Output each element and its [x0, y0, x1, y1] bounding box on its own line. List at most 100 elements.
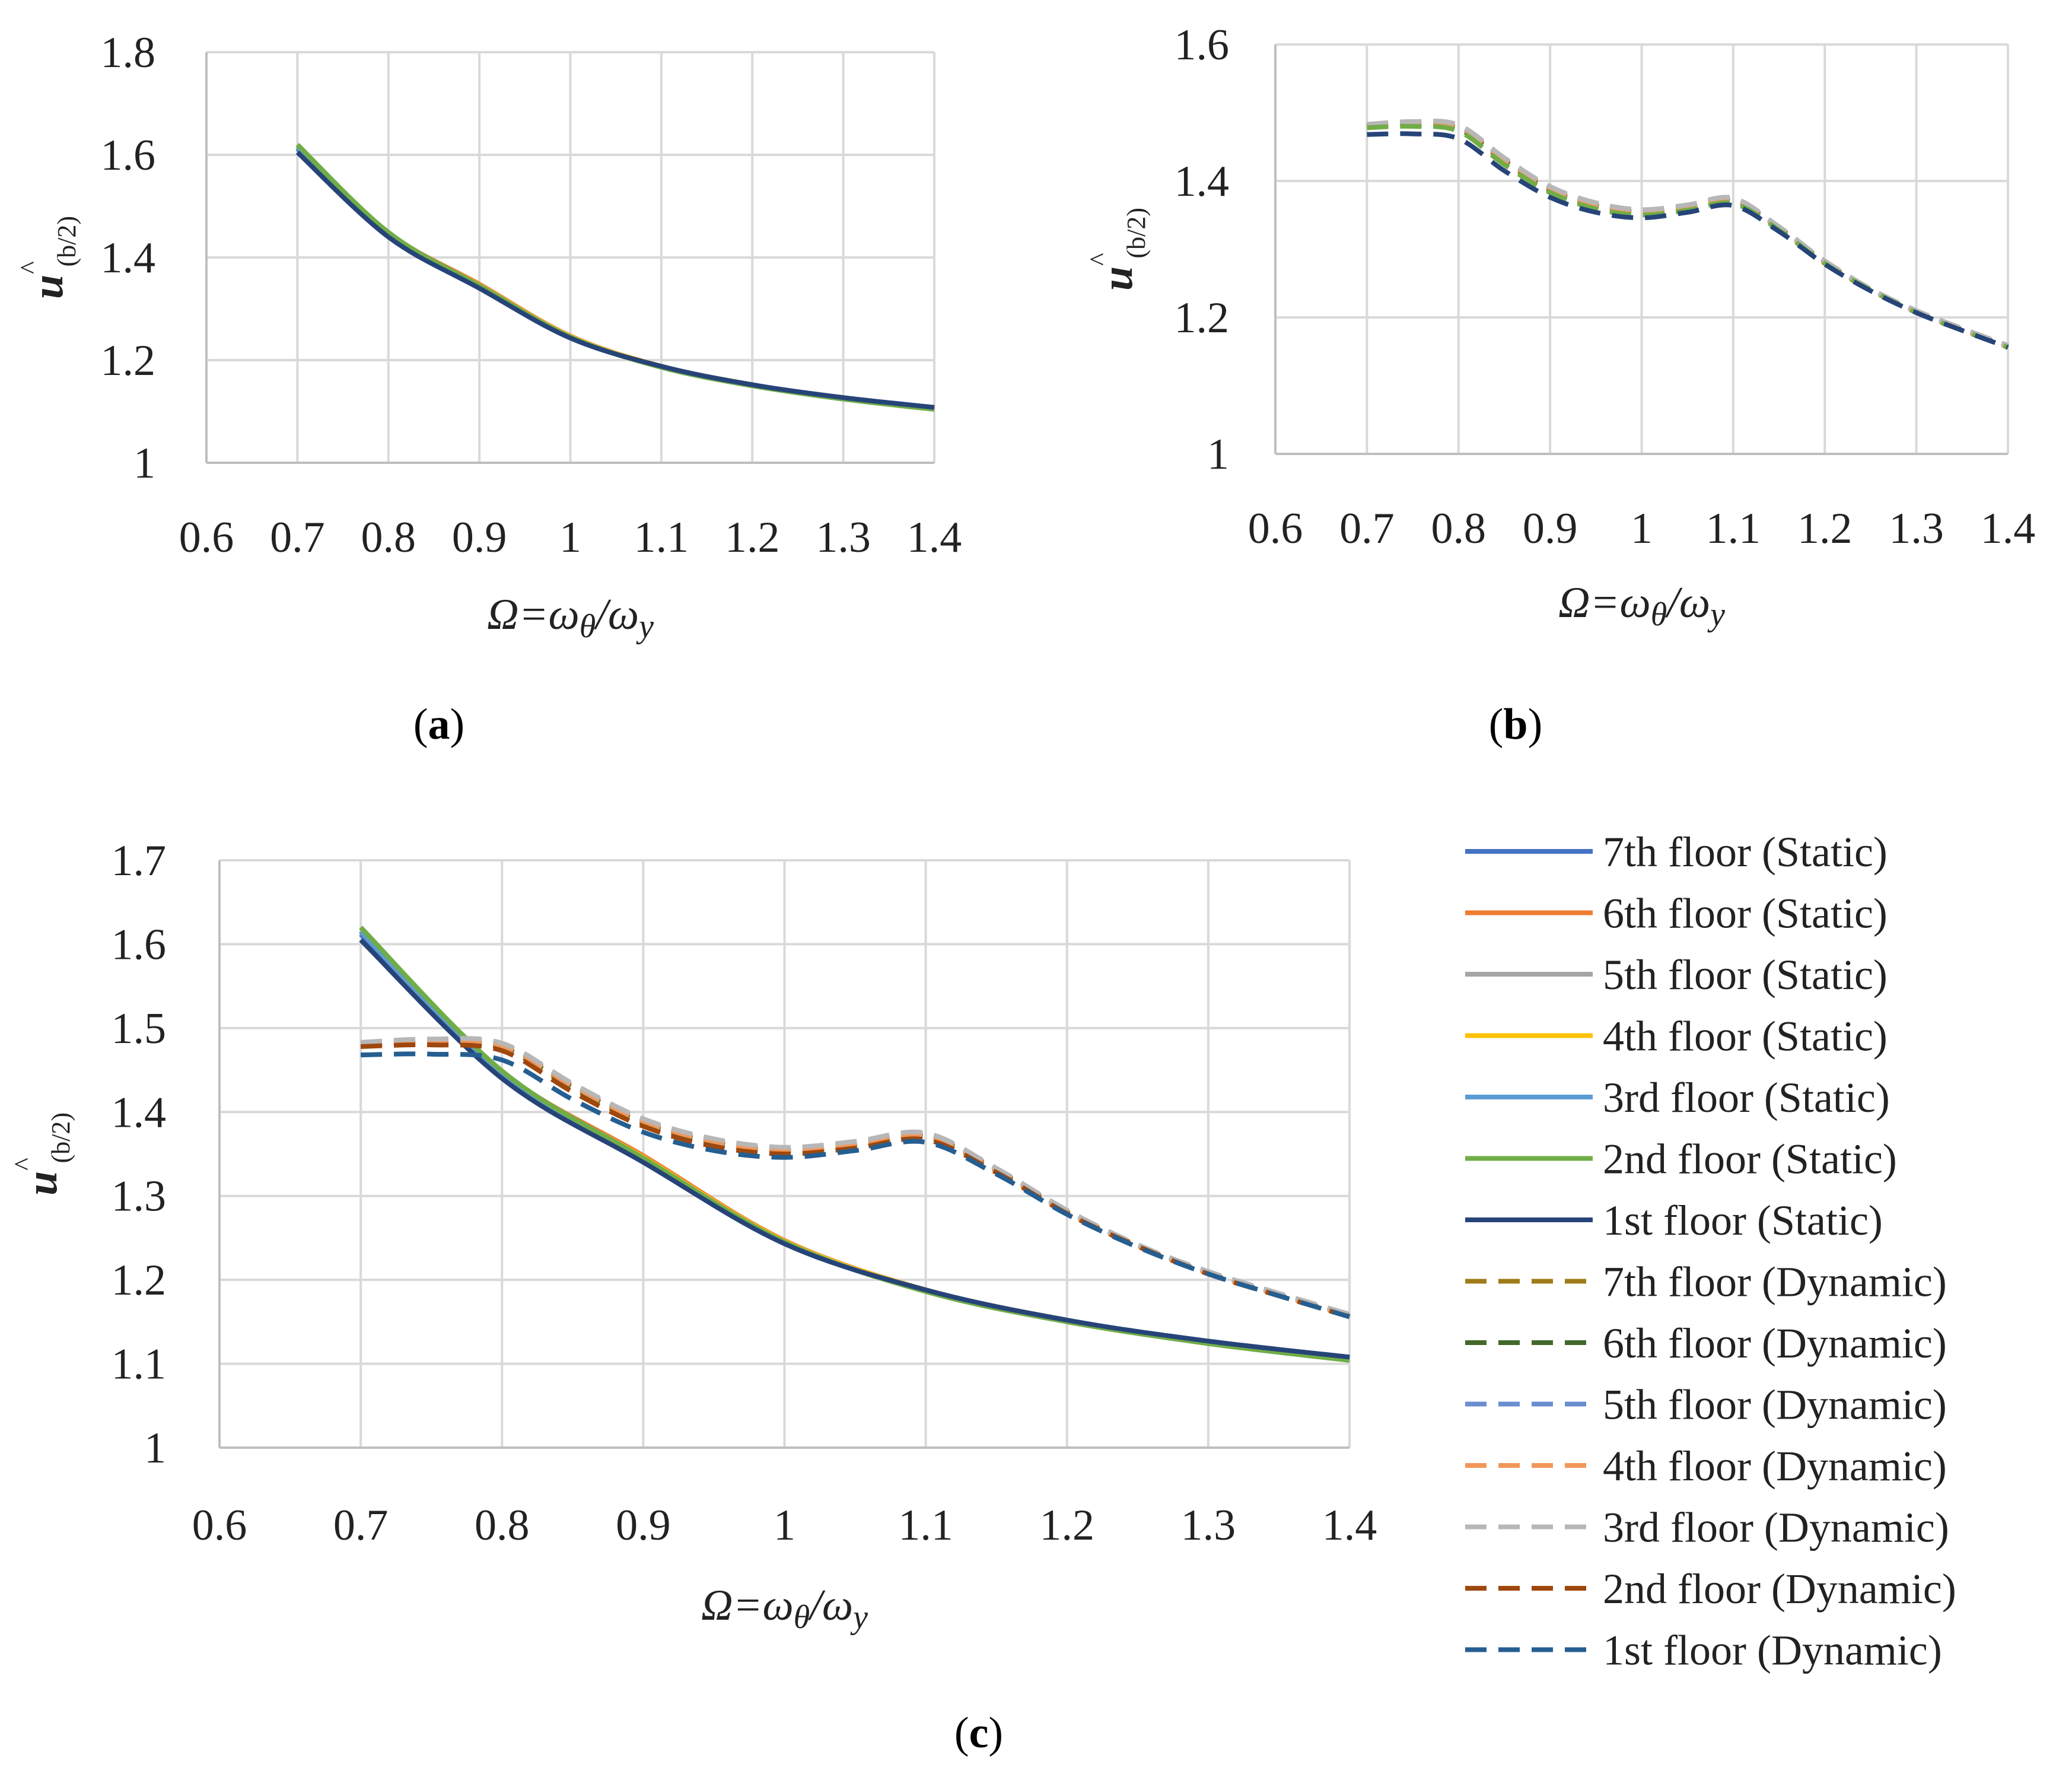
series-line-1st-floor-static [359, 938, 1350, 1360]
legend-label: 6th floor (Dynamic) [1603, 1320, 1947, 1367]
legend-item: 6th floor (Static) [1465, 890, 1888, 937]
x-tick-label: 1.4 [1322, 1501, 1377, 1550]
legend-item: 7th floor (Dynamic) [1465, 1258, 1947, 1306]
x-tick-label: 1.4 [1981, 504, 2036, 553]
x-label-subscript: y [1707, 596, 1725, 633]
y-axis-label: u^ (b/2) [1084, 208, 1151, 291]
x-tick-label: 0.8 [475, 1501, 530, 1550]
y-label-hat: ^ [8, 1158, 39, 1171]
x-tick-label: 0.8 [361, 513, 416, 562]
y-label-subscript: (b/2) [46, 1112, 75, 1163]
y-tick-label: 1.3 [112, 1172, 167, 1221]
x-label-part: /ω [807, 1581, 853, 1630]
y-label-u: u [18, 1171, 66, 1196]
legend-label: 5th floor (Static) [1603, 951, 1888, 999]
legend-item: 7th floor (Static) [1465, 828, 1888, 876]
x-tick-label: 1.1 [898, 1501, 953, 1550]
x-axis-label: Ω=ωθ/ωy [1558, 578, 1725, 633]
caption-paren: ( [413, 700, 428, 749]
legend-label: 4th floor (Dynamic) [1603, 1442, 1947, 1490]
x-label-part: Ω=ω [701, 1581, 794, 1630]
panel-caption: (c) [954, 1709, 1003, 1757]
legend-item: 1st floor (Static) [1465, 1197, 1883, 1244]
series-line-1st-floor-dynamic [361, 1051, 1351, 1320]
caption-letter: b [1503, 700, 1527, 749]
x-label-subscript: θ [794, 1599, 810, 1636]
series-line-2nd-floor-dynamic [1367, 123, 2009, 350]
legend-label: 1st floor (Static) [1603, 1197, 1883, 1244]
series-line-3rd-floor-static [295, 145, 935, 411]
y-label-hat: ^ [1084, 253, 1114, 266]
y-tick-label: 1.4 [112, 1088, 167, 1137]
chart-panel-a: 0.6 0.7 0.8 0.9 1 1.1 1.2 1.3 1.4 1 1.2 1.4 1.6 1.8 Ω=… [14, 28, 962, 749]
caption-paren: ) [988, 1709, 1003, 1757]
caption-paren: ) [450, 700, 465, 749]
x-tick-label: 1.4 [907, 513, 962, 562]
y-tick-label: 1.7 [112, 837, 167, 885]
x-axis-label: Ω=ωθ/ωy [487, 590, 654, 645]
x-tick-label: 0.7 [1339, 504, 1395, 553]
x-tick-label: 0.7 [333, 1501, 389, 1550]
x-label-part: /ω [593, 590, 639, 639]
chart-panel-c: 0.6 0.7 0.8 0.9 1 1.1 1.2 1.3 1.4 1 1.1 1.2 1.3 1.4 1.… [8, 837, 1377, 1757]
x-tick-label: 1.3 [1889, 504, 1944, 553]
x-tick-label: 0.9 [1523, 504, 1578, 553]
y-tick-label: 1.2 [1175, 294, 1230, 342]
series-line-6th-floor-static [295, 145, 935, 412]
legend: 7th floor (Static) 6th floor (Static) 5th … [1465, 828, 1956, 1674]
x-tick-label: 1 [559, 513, 581, 562]
x-tick-label: 0.6 [192, 1501, 247, 1550]
y-tick-label: 1.5 [112, 1004, 167, 1053]
series-line-4th-floor-static [295, 145, 935, 411]
panel-caption: (a) [413, 700, 464, 749]
y-label-subscript: (b/2) [1122, 208, 1151, 259]
x-tick-label: 0.7 [270, 513, 325, 562]
y-tick-label: 1.6 [1175, 21, 1230, 69]
x-tick-label: 1.2 [725, 513, 780, 562]
y-tick-label: 1.4 [1175, 157, 1230, 206]
x-label-part: Ω=ω [1558, 578, 1651, 627]
x-tick-label: 1 [774, 1501, 795, 1550]
x-tick-label: 1.2 [1797, 504, 1853, 553]
y-tick-label: 1.2 [112, 1256, 167, 1305]
series-line-1st-floor-static [295, 150, 935, 410]
y-label-subscript: (b/2) [52, 216, 81, 267]
legend-item: 4th floor (Dynamic) [1465, 1442, 1947, 1490]
x-tick-label: 0.9 [452, 513, 507, 562]
x-tick-label: 1.1 [634, 513, 689, 562]
legend-item: 4th floor (Static) [1465, 1013, 1888, 1060]
series-line-3rd-floor-dynamic [1367, 119, 2009, 348]
y-label-hat: ^ [14, 262, 44, 275]
legend-item: 2nd floor (Static) [1465, 1136, 1897, 1183]
legend-item: 5th floor (Static) [1465, 951, 1888, 999]
x-tick-label: 0.9 [616, 1501, 671, 1550]
series-line-7th-floor-static [295, 147, 935, 411]
series-line-5th-floor-static [295, 145, 935, 411]
panel-caption: (b) [1489, 700, 1542, 749]
legend-label: 4th floor (Static) [1603, 1013, 1888, 1060]
x-tick-label: 1 [1631, 504, 1653, 553]
legend-item: 1st floor (Dynamic) [1465, 1627, 1942, 1674]
legend-label: 3rd floor (Dynamic) [1603, 1504, 1949, 1551]
x-label-subscript: θ [1651, 596, 1667, 633]
legend-label: 1st floor (Dynamic) [1603, 1627, 1942, 1674]
legend-item: 5th floor (Dynamic) [1465, 1381, 1947, 1429]
caption-paren: ( [1489, 700, 1504, 749]
chart-panel-b: 0.6 0.7 0.8 0.9 1 1.1 1.2 1.3 1.4 1 1.2 1.4 1.6 Ω=ωθ/… [1084, 21, 2035, 749]
x-label-subscript: y [636, 608, 654, 645]
caption-paren: ( [954, 1709, 969, 1757]
legend-item: 3rd floor (Dynamic) [1465, 1504, 1949, 1551]
y-tick-label: 1.2 [101, 336, 156, 385]
x-tick-label: 1.3 [816, 513, 871, 562]
legend-label: 5th floor (Dynamic) [1603, 1381, 1947, 1429]
y-tick-label: 1.6 [112, 920, 167, 969]
caption-letter: a [428, 700, 450, 749]
series-line-3rd-floor-dynamic [360, 1036, 1351, 1317]
legend-label: 7th floor (Static) [1603, 828, 1888, 876]
y-tick-label: 1.8 [101, 28, 156, 77]
y-tick-label: 1 [133, 439, 155, 488]
legend-label: 3rd floor (Static) [1603, 1074, 1890, 1121]
x-label-part: Ω=ω [487, 590, 580, 639]
legend-label: 2nd floor (Static) [1603, 1136, 1897, 1183]
